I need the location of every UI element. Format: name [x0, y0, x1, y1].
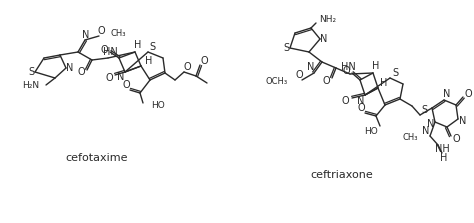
Text: N: N	[428, 119, 435, 129]
Text: H₂N: H₂N	[22, 81, 39, 91]
Text: O: O	[97, 26, 105, 36]
Text: N: N	[66, 63, 73, 73]
Text: N: N	[307, 62, 315, 72]
Text: O: O	[122, 80, 130, 90]
Text: N: N	[422, 126, 430, 136]
Text: S: S	[28, 67, 34, 77]
Text: O: O	[341, 96, 349, 106]
Text: O: O	[105, 73, 113, 83]
Text: O: O	[200, 56, 208, 66]
Text: HN: HN	[103, 47, 118, 57]
Text: O: O	[464, 89, 472, 99]
Text: S: S	[392, 68, 398, 78]
Text: H: H	[134, 40, 142, 50]
Text: NH: NH	[435, 144, 449, 154]
Text: N: N	[443, 89, 451, 99]
Text: O: O	[295, 70, 303, 80]
Text: CH₃: CH₃	[111, 29, 127, 37]
Text: N: N	[82, 30, 90, 40]
Text: H: H	[146, 56, 153, 66]
Text: HO: HO	[151, 101, 165, 111]
Text: H: H	[372, 61, 380, 71]
Text: HO: HO	[364, 126, 378, 136]
Text: S: S	[149, 42, 155, 52]
Text: O: O	[183, 62, 191, 72]
Text: O: O	[77, 67, 85, 77]
Text: O: O	[357, 103, 365, 113]
Text: O: O	[100, 45, 108, 55]
Text: N: N	[459, 116, 467, 126]
Text: O: O	[342, 66, 350, 76]
Text: HN: HN	[341, 62, 356, 72]
Text: ceftriaxone: ceftriaxone	[310, 170, 373, 180]
Text: N: N	[320, 34, 328, 44]
Text: O: O	[452, 134, 460, 144]
Text: O: O	[322, 76, 330, 86]
Text: NH₂: NH₂	[319, 16, 336, 25]
Text: CH₃: CH₃	[402, 134, 418, 142]
Text: H: H	[440, 153, 447, 163]
Text: OCH₃: OCH₃	[266, 78, 288, 87]
Text: S: S	[421, 105, 427, 115]
Text: N: N	[357, 96, 365, 106]
Text: cefotaxime: cefotaxime	[65, 153, 128, 163]
Text: N: N	[117, 72, 125, 82]
Text: H: H	[380, 78, 388, 88]
Text: S: S	[283, 43, 289, 53]
